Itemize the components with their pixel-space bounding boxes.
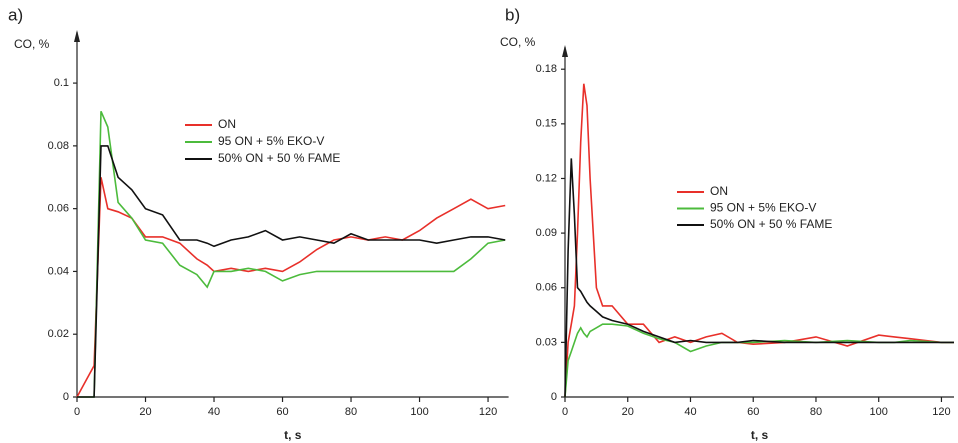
y-axis-label: CO, % (14, 37, 50, 51)
data-line (564, 83, 954, 398)
y-tick-label: 0.04 (48, 265, 69, 277)
y-tick-label: 0 (551, 391, 557, 403)
x-tick-label: 120 (932, 406, 950, 418)
x-tick-label: 40 (684, 406, 696, 418)
data-line (76, 177, 506, 398)
x-tick-label: 60 (276, 406, 288, 418)
x-axis-label: t, s (284, 428, 302, 442)
y-tick-label: 0.09 (536, 227, 557, 239)
y-tick-label: 0.03 (536, 336, 557, 348)
y-tick-label: 0.06 (536, 282, 557, 294)
legend-label: 95 ON + 5% EKO-V (218, 134, 324, 148)
x-tick-label: 120 (479, 406, 497, 418)
y-tick-label: 0.12 (536, 172, 557, 184)
x-tick-label: 100 (870, 406, 888, 418)
x-tick-label: 80 (345, 406, 357, 418)
x-tick-label: 100 (410, 406, 428, 418)
y-tick-label: 0.06 (48, 203, 69, 215)
data-line (77, 110, 506, 398)
y-tick-label: 0.1 (54, 77, 69, 89)
panel-label: a) (8, 5, 23, 24)
y-axis-arrow (74, 30, 80, 42)
y-tick-label: 0.02 (48, 328, 69, 340)
panel-label: b) (505, 5, 520, 24)
legend-label: ON (218, 117, 236, 131)
x-tick-label: 20 (139, 406, 151, 418)
x-tick-label: 80 (810, 406, 822, 418)
y-tick-label: 0 (63, 391, 69, 403)
x-tick-label: 0 (562, 406, 568, 418)
x-tick-label: 20 (622, 406, 634, 418)
y-axis-arrow (562, 45, 568, 57)
legend-label: 50% ON + 50 % FAME (710, 217, 832, 231)
y-tick-label: 0.08 (48, 140, 69, 152)
y-axis-label: CO, % (500, 35, 536, 49)
x-tick-label: 60 (747, 406, 759, 418)
x-tick-label: 0 (74, 406, 80, 418)
y-tick-label: 0.18 (536, 63, 557, 75)
data-line (564, 323, 954, 398)
x-axis-label: t, s (751, 428, 769, 442)
legend-label: ON (710, 184, 728, 198)
x-tick-label: 40 (208, 406, 220, 418)
legend-label: 95 ON + 5% EKO-V (710, 201, 816, 215)
data-line (77, 145, 506, 398)
legend-label: 50% ON + 50 % FAME (218, 151, 340, 165)
y-tick-label: 0.15 (536, 118, 557, 130)
data-line (564, 158, 954, 398)
